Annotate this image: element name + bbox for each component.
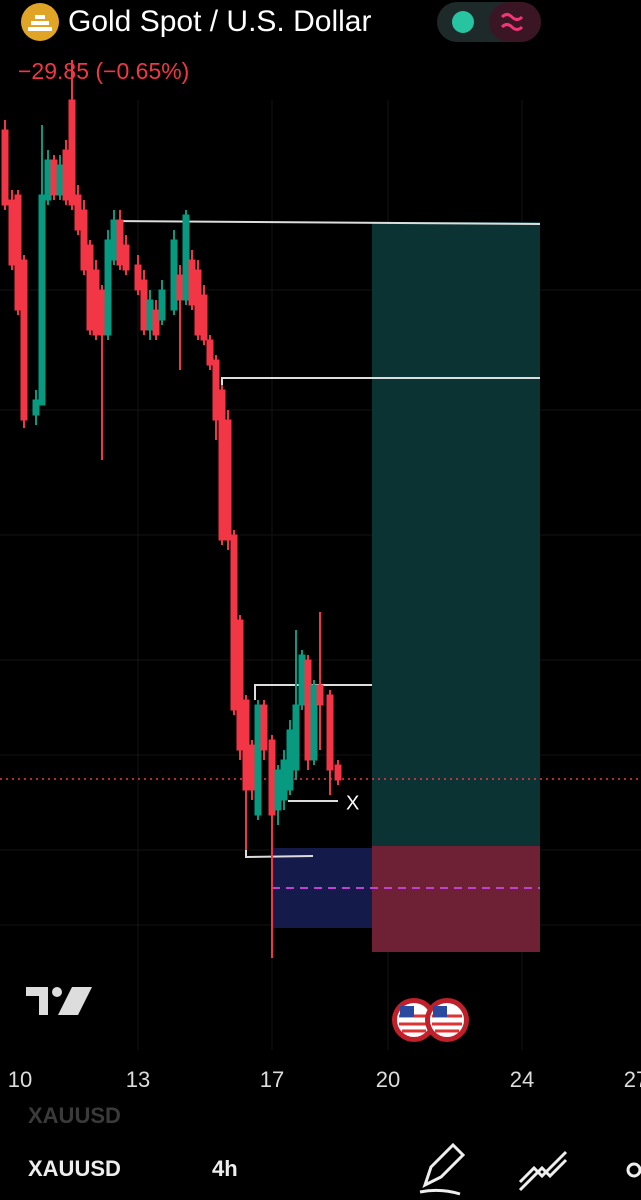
x-tick-label: 13 [126,1067,150,1092]
tv-logo [26,987,92,1015]
market-open-dot [452,11,474,33]
x-axis: 10 13 17 20 24 27 [8,1067,641,1092]
event-flags[interactable] [392,998,469,1042]
x-tick-label: 24 [510,1067,534,1092]
header: Gold Spot / U.S. Dollar −29.85 (−0.65%) [18,2,541,84]
more-icon[interactable] [626,1162,641,1178]
symbol[interactable]: XAUUSD [28,1156,121,1181]
marker-label: X [346,792,359,814]
x-tick-label: 27 [624,1067,641,1092]
delay-icon [500,13,524,31]
symbol-ghost: XAUUSD [28,1103,121,1128]
indicator-icon[interactable] [518,1150,568,1192]
target-zone[interactable] [372,222,540,846]
x-tick-label: 20 [376,1067,400,1092]
draw-icon[interactable] [419,1142,466,1196]
title: Gold Spot / U.S. Dollar [68,5,371,38]
icon-bars [28,15,52,31]
x-tick-label: 17 [260,1067,284,1092]
tv-logo-dot [52,987,62,997]
status-pill-right[interactable] [489,2,541,42]
candles [1,60,342,958]
price-change: −29.85 (−0.65%) [18,58,189,84]
interval[interactable]: 4h [212,1156,238,1181]
x-tick-label: 10 [8,1067,32,1092]
stop-zone[interactable] [372,846,540,952]
